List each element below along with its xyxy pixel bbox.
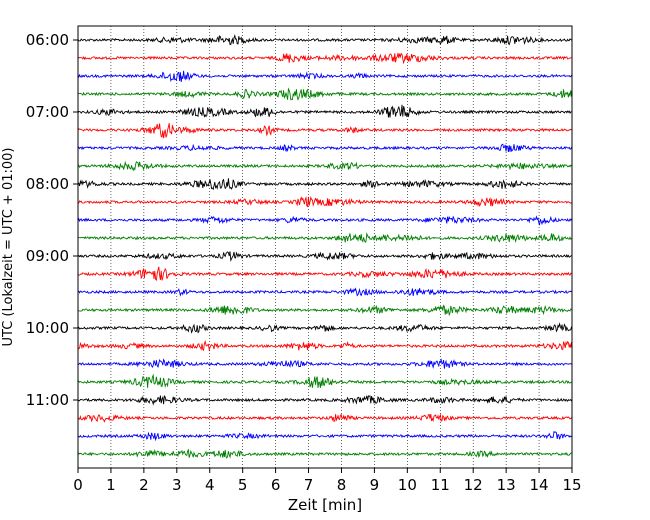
x-tick-label: 7	[304, 476, 314, 494]
x-tick-label: 13	[497, 476, 516, 494]
x-tick-label: 15	[562, 476, 581, 494]
trace-0730	[77, 143, 573, 153]
trace-0615	[77, 52, 572, 65]
trace-1045	[77, 373, 572, 388]
x-tick-label: 6	[271, 476, 281, 494]
trace-1000	[77, 322, 573, 334]
y-axis-label: UTC (Lokalzeit = UTC + 01:00)	[1, 148, 16, 347]
trace-0915	[77, 266, 572, 282]
trace-0600	[77, 34, 572, 46]
x-tick-label: 1	[106, 476, 116, 494]
trace-1130	[77, 430, 572, 442]
x-tick-label: 4	[205, 476, 215, 494]
trace-0945	[77, 304, 572, 317]
trace-0800	[77, 178, 572, 191]
y-tick-label: 10:00	[26, 319, 69, 337]
x-tick-label: 9	[370, 476, 380, 494]
y-tick-label: 08:00	[26, 175, 69, 193]
x-tick-label: 3	[172, 476, 182, 494]
x-tick-label: 2	[139, 476, 149, 494]
x-tick-label: 8	[337, 476, 347, 494]
trace-0830	[77, 215, 572, 226]
trace-1015	[77, 340, 573, 352]
seismic-traces	[77, 34, 573, 459]
x-axis-ticks: 0 1 2 3 4 5 6 7 8 9 10 11 12 13 14 15	[73, 468, 582, 494]
y-tick-label: 09:00	[26, 247, 69, 265]
trace-0745	[77, 160, 572, 172]
y-tick-label: 06:00	[26, 31, 69, 49]
trace-0715	[77, 123, 572, 139]
x-tick-label: 11	[431, 476, 450, 494]
x-axis-label: Zeit [min]	[288, 496, 362, 514]
trace-0700	[77, 104, 572, 118]
trace-1030	[77, 358, 572, 370]
trace-0900	[77, 251, 572, 262]
plot-frame	[77, 25, 573, 469]
trace-1145	[77, 448, 572, 459]
y-tick-label: 11:00	[26, 391, 69, 409]
trace-0930	[77, 287, 572, 297]
x-tick-label: 5	[238, 476, 248, 494]
x-tick-label: 0	[73, 476, 83, 494]
x-tick-label: 12	[464, 476, 483, 494]
y-axis-ticks: 06:00 07:00 08:00 09:00 10:00 11:00	[26, 31, 78, 409]
trace-0645	[77, 87, 573, 101]
trace-0630	[77, 70, 573, 82]
x-tick-label: 14	[530, 476, 549, 494]
y-tick-label: 07:00	[26, 103, 69, 121]
trace-1100	[77, 395, 573, 406]
trace-0815	[77, 196, 572, 208]
trace-0845	[77, 232, 572, 244]
x-tick-label: 10	[398, 476, 417, 494]
trace-1115	[77, 413, 572, 423]
